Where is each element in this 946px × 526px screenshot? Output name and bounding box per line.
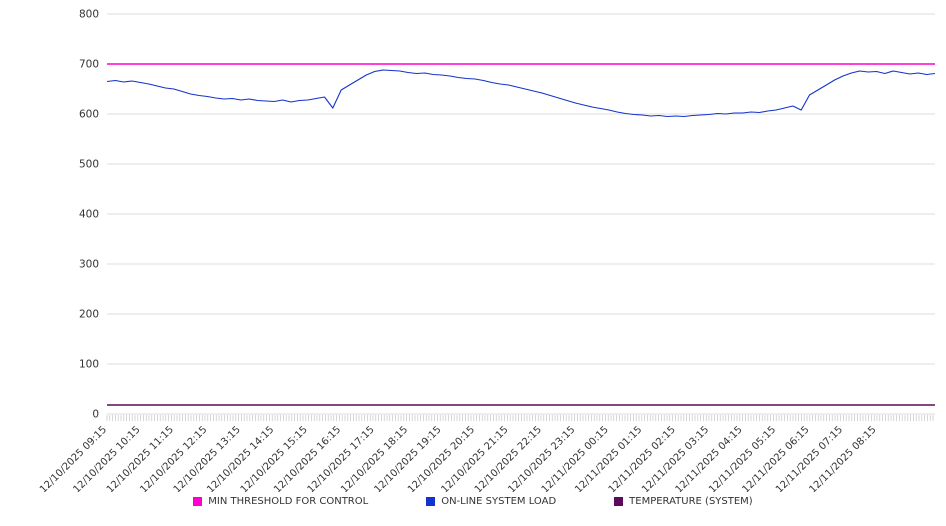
legend-item-system-load[interactable]: ON-LINE SYSTEM LOAD <box>426 496 556 507</box>
y-axis-tick-label: 200 <box>79 309 99 321</box>
system-load-swatch-icon <box>426 497 436 506</box>
y-axis-tick-label: 300 <box>79 259 99 271</box>
y-axis-tick-label: 700 <box>79 59 99 71</box>
legend-label-temperature: TEMPERATURE (SYSTEM) <box>629 496 753 507</box>
chart-plot-area: 0 100 200 300 400 500 600 700 800 12/10/2025 09:1… <box>38 9 936 496</box>
min-threshold-swatch-icon <box>193 497 203 506</box>
x-axis-tick-label: 12/10/2025 09:15 <box>38 424 109 492</box>
legend-item-min-threshold[interactable]: MIN THRESHOLD FOR CONTROL <box>193 496 368 507</box>
legend-item-temperature[interactable]: TEMPERATURE (SYSTEM) <box>614 496 753 507</box>
y-axis-tick-label: 800 <box>79 9 99 21</box>
legend-label-system-load: ON-LINE SYSTEM LOAD <box>441 496 557 507</box>
temperature-swatch-icon <box>614 497 624 506</box>
series-line <box>106 69 936 118</box>
legend-label-min-threshold: MIN THRESHOLD FOR CONTROL <box>208 496 369 507</box>
y-axis-tick-label: 600 <box>79 109 99 121</box>
y-axis-tick-label: 400 <box>79 209 99 221</box>
y-axis-tick-label: 500 <box>79 159 99 171</box>
chart-legend: MIN THRESHOLD FOR CONTROL ON-LINE SYSTEM… <box>0 496 946 507</box>
y-axis-tick-label: 0 <box>92 409 99 421</box>
y-axis-tick-label: 100 <box>79 359 99 371</box>
